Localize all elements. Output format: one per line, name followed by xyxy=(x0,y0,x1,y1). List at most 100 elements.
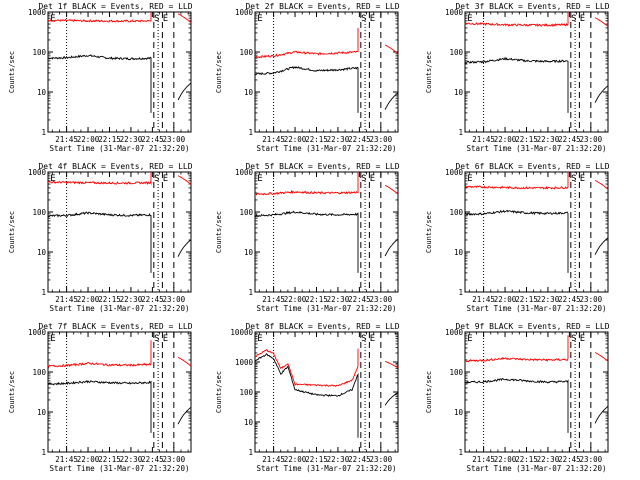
x-tick-label: 22:45 xyxy=(348,135,371,144)
y-axis-label: Counts/sec xyxy=(8,371,16,413)
chart-panel-2: Det 2f BLACK = Events, RED = LLD 1 10 100 10… xyxy=(215,2,400,153)
x-tick-label: 23:00 xyxy=(163,455,186,464)
marker-label: E xyxy=(370,174,375,184)
marker-label: E xyxy=(467,14,472,24)
y-tick-label: 1 xyxy=(458,128,463,137)
series-line-lld xyxy=(464,172,569,190)
marker-label: E xyxy=(580,14,585,24)
x-tick-label: 22:30 xyxy=(120,455,143,464)
y-tick-label: 100 xyxy=(32,368,46,377)
series-line-events xyxy=(254,353,359,438)
marker-label: E xyxy=(163,14,168,24)
series-recovery-lld xyxy=(384,360,399,369)
series-line-lld xyxy=(464,335,569,363)
series-line-lld xyxy=(254,172,359,196)
y-tick-label: 100 xyxy=(449,48,463,57)
x-tick-label: 22:15 xyxy=(515,455,538,464)
series-recovery-lld xyxy=(384,184,399,195)
x-tick-label: 22:45 xyxy=(348,455,371,464)
y-tick-label: 1000 xyxy=(235,358,254,367)
series-line-lld xyxy=(47,340,152,369)
y-axis-label: Counts/sec xyxy=(8,211,16,253)
x-tick-label: 22:00 xyxy=(284,295,307,304)
y-tick-label: 1 xyxy=(41,128,46,137)
x-axis-label: Start Time (31-Mar-07 21:32:20) xyxy=(257,144,397,153)
series-line-lld xyxy=(464,12,569,28)
marker-label: E xyxy=(580,174,585,184)
y-axis-label: Counts/sec xyxy=(215,211,223,253)
x-tick-label: 22:30 xyxy=(537,295,560,304)
x-tick-label: 22:00 xyxy=(284,135,307,144)
series-line-lld xyxy=(47,12,152,23)
x-tick-label: 22:00 xyxy=(77,295,100,304)
marker-label: S xyxy=(571,174,576,184)
chart-panel-3: Det 3f BLACK = Events, RED = LLD 1 10 100 10… xyxy=(425,2,610,153)
x-tick-label: 22:00 xyxy=(494,135,517,144)
marker-label: E xyxy=(50,174,55,184)
x-tick-label: 22:30 xyxy=(537,135,560,144)
chart-panel-5: Det 5f BLACK = Events, RED = LLD 1 10 100 10… xyxy=(215,162,400,313)
x-tick-label: 22:00 xyxy=(77,135,100,144)
series-recovery-events xyxy=(594,85,609,103)
chart-panel-8: Det 8f BLACK = Events, RED = LLD 1 10 100 10… xyxy=(215,322,400,473)
x-tick-label: 21:45 xyxy=(472,295,495,304)
y-tick-label: 1 xyxy=(248,288,253,297)
x-tick-label: 22:15 xyxy=(515,135,538,144)
y-tick-label: 10 xyxy=(454,88,464,97)
x-tick-label: 21:45 xyxy=(472,135,495,144)
x-tick-label: 22:00 xyxy=(494,455,517,464)
y-tick-label: 1000 xyxy=(445,8,464,17)
x-tick-label: 21:45 xyxy=(55,295,78,304)
y-tick-label: 1000 xyxy=(235,8,254,17)
x-tick-label: 22:45 xyxy=(348,295,371,304)
series-line-events xyxy=(464,209,569,273)
y-axis-label: Counts/sec xyxy=(215,51,223,93)
y-tick-label: 1 xyxy=(248,128,253,137)
series-recovery-events xyxy=(594,405,609,424)
x-axis-label: Start Time (31-Mar-07 21:32:20) xyxy=(50,304,190,313)
chart-title: Det 1f BLACK = Events, RED = LLD xyxy=(38,2,192,11)
plot-frame xyxy=(464,331,609,453)
series-recovery-events xyxy=(177,82,192,101)
marker-label: S xyxy=(154,174,159,184)
chart-title: Det 6f BLACK = Events, RED = LLD xyxy=(455,162,609,171)
y-tick-label: 100 xyxy=(32,48,46,57)
x-tick-label: 22:45 xyxy=(558,455,581,464)
marker-label: E xyxy=(163,334,168,344)
marker-label: E xyxy=(370,14,375,24)
y-tick-label: 10 xyxy=(454,408,464,417)
series-recovery-lld xyxy=(177,175,192,185)
x-tick-label: 22:30 xyxy=(327,295,350,304)
x-tick-label: 22:00 xyxy=(77,455,100,464)
x-tick-label: 22:30 xyxy=(120,295,143,304)
x-tick-label: 23:00 xyxy=(370,295,393,304)
x-tick-label: 22:45 xyxy=(141,135,164,144)
chart-panel-6: Det 6f BLACK = Events, RED = LLD 1 10 100 10… xyxy=(425,162,610,313)
x-tick-label: 21:45 xyxy=(262,295,285,304)
y-tick-label: 100 xyxy=(239,388,253,397)
marker-label: S xyxy=(361,174,366,184)
y-tick-label: 1000 xyxy=(28,168,47,177)
x-axis-label: Start Time (31-Mar-07 21:32:20) xyxy=(467,144,607,153)
chart-title: Det 8f BLACK = Events, RED = LLD xyxy=(245,322,399,331)
y-tick-label: 10000 xyxy=(230,328,253,337)
y-tick-label: 100 xyxy=(239,208,253,217)
x-axis-label: Start Time (31-Mar-07 21:32:20) xyxy=(50,144,190,153)
marker-label: E xyxy=(467,334,472,344)
plot-frame xyxy=(47,11,192,133)
y-tick-label: 100 xyxy=(449,208,463,217)
y-axis-label: Counts/sec xyxy=(8,51,16,93)
x-tick-label: 22:45 xyxy=(558,295,581,304)
x-tick-label: 22:30 xyxy=(537,455,560,464)
x-tick-label: 22:15 xyxy=(98,455,121,464)
marker-label: E xyxy=(50,14,55,24)
plot-frame xyxy=(464,171,609,293)
y-tick-label: 10 xyxy=(244,418,254,427)
marker-label: S xyxy=(571,334,576,344)
series-line-events xyxy=(47,379,152,433)
series-recovery-events xyxy=(384,92,399,110)
y-tick-label: 10 xyxy=(37,248,47,257)
marker-label: S xyxy=(571,14,576,24)
x-tick-label: 22:15 xyxy=(305,135,328,144)
